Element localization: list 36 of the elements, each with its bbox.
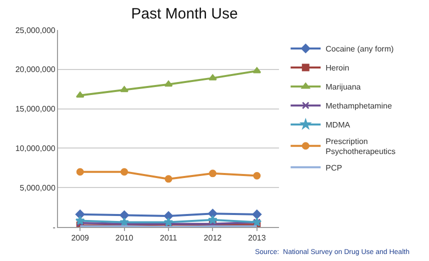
point <box>164 80 173 87</box>
y-tick-label: 25,000,000 <box>15 26 56 35</box>
y-tick-label: 5,000,000 <box>20 183 56 192</box>
point <box>76 168 84 176</box>
y-tick-label: - <box>52 222 56 232</box>
y-tick-label: 15,000,000 <box>15 104 56 114</box>
legend-label: Cocaine (any form) <box>326 44 394 54</box>
point <box>164 217 174 226</box>
point <box>120 210 129 220</box>
point <box>252 67 262 74</box>
legend-label: Heroin <box>326 64 350 73</box>
x-tick-label: 2011 <box>160 234 178 243</box>
x-tick-label: 2010 <box>115 234 134 243</box>
x-tick-label: 2012 <box>204 234 222 243</box>
y-tick-label: 10,000,000 <box>15 144 56 153</box>
point <box>75 216 85 225</box>
point <box>76 92 84 98</box>
point <box>208 208 218 218</box>
legend-label: Prescription Psychotherapeutics <box>326 136 396 156</box>
point <box>253 172 261 180</box>
point <box>75 210 85 220</box>
legend-label: MDMA <box>326 120 351 130</box>
point <box>120 217 130 226</box>
point <box>164 175 172 183</box>
point <box>208 74 217 80</box>
point <box>120 168 128 176</box>
chart-title: Past Month Use <box>131 5 238 22</box>
point <box>208 170 216 178</box>
legend-label: PCP <box>326 163 342 172</box>
legend-label: Methamphetamine <box>326 102 392 111</box>
point <box>120 86 129 92</box>
point <box>252 210 262 220</box>
y-tick-label: 20,000,000 <box>15 65 56 74</box>
x-tick-label: 2013 <box>248 234 266 243</box>
x-tick-label: 2009 <box>71 234 90 243</box>
legend-label: Marijuana <box>326 82 362 92</box>
